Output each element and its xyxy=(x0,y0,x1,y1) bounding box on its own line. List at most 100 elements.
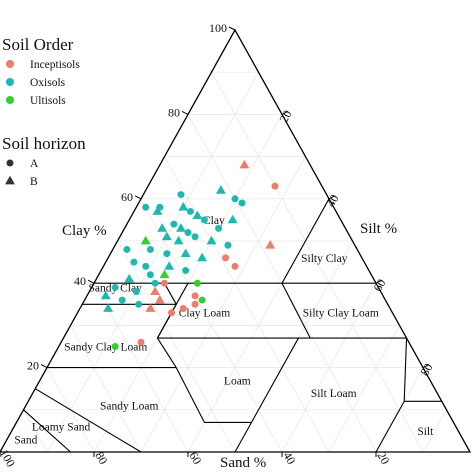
clay-tick-label: 80 xyxy=(168,105,180,119)
class-boundary-line xyxy=(175,367,205,423)
tick-marks xyxy=(0,26,430,457)
data-point-oxisols-a xyxy=(130,258,138,266)
texture-class-label: Clay Loam xyxy=(179,308,230,320)
data-point-oxisols-b xyxy=(152,206,163,215)
grid-line xyxy=(422,409,447,453)
data-point-ultisols-a xyxy=(198,296,206,304)
clay-tick-mark xyxy=(134,195,142,200)
data-point-ultisols-b xyxy=(159,269,170,279)
silt-tick-mark xyxy=(328,195,336,200)
legend-swatch-oxisols xyxy=(6,78,14,86)
ternary-triangle-outline xyxy=(0,28,472,453)
texture-class-label: Sandy Loam xyxy=(100,401,159,413)
legend: Soil Order Inceptisols Oxisols Ultisols So… xyxy=(2,35,86,188)
data-point-oxisols-a xyxy=(146,271,154,279)
grid-line xyxy=(328,325,400,453)
data-point-oxisols-b xyxy=(176,223,186,232)
data-point-oxisols-a xyxy=(177,191,185,199)
data-point-oxisols-a xyxy=(182,267,190,275)
legend-orders: Inceptisols Oxisols Ultisols xyxy=(6,59,80,107)
grid-line xyxy=(164,156,330,453)
legend-swatch-ultisols xyxy=(6,96,14,104)
texture-class-label: Silt xyxy=(417,426,434,438)
class-boundary-line xyxy=(403,338,408,402)
data-point-oxisols-b xyxy=(178,202,189,211)
data-point-oxisols-a xyxy=(238,199,246,207)
class-boundary-line xyxy=(281,198,330,284)
data-point-oxisols-b xyxy=(206,235,217,245)
legend-label-horizon-b: B xyxy=(30,176,38,188)
texture-class-label: Silt Loam xyxy=(311,388,357,400)
data-point-oxisols-a xyxy=(191,233,199,241)
sand-tick-label: 100 xyxy=(0,447,18,470)
data-point-ultisols-b xyxy=(140,235,151,245)
data-point-inceptisols-b xyxy=(145,303,156,312)
data-point-oxisols-b xyxy=(124,273,135,283)
data-point-oxisols-b xyxy=(197,252,208,262)
class-boundary-line xyxy=(34,388,142,453)
data-point-inceptisols-a xyxy=(168,309,176,317)
clay-tick-label: 100 xyxy=(209,21,227,35)
class-boundary-line xyxy=(281,282,311,339)
class-boundary-line xyxy=(234,422,252,453)
data-point-oxisols-a xyxy=(146,245,154,253)
clay-tick-mark xyxy=(40,364,48,369)
data-point-oxisols-a xyxy=(163,250,171,258)
legend-swatch-inceptisols xyxy=(6,60,14,68)
ternary-grid xyxy=(23,71,447,453)
legend-label-ultisols: Ultisols xyxy=(30,95,66,107)
data-point-oxisols-a xyxy=(111,283,119,291)
grid-line xyxy=(46,72,259,453)
texture-class-label: Loamy Sand xyxy=(32,422,91,434)
data-point-oxisols-b xyxy=(157,223,168,232)
legend-horizons: AB xyxy=(5,158,39,188)
data-point-oxisols-a xyxy=(135,300,143,308)
texture-class-label: Silty Clay xyxy=(301,253,348,265)
data-point-oxisols-b xyxy=(173,235,184,245)
data-point-oxisols-b xyxy=(103,303,114,312)
data-point-oxisols-a xyxy=(132,288,140,296)
data-point-oxisols-b xyxy=(192,210,203,220)
data-point-oxisols-b xyxy=(180,248,191,258)
grid-line xyxy=(117,240,236,453)
class-boundary-line xyxy=(164,282,177,305)
data-point-oxisols-a xyxy=(184,229,192,237)
legend-label-oxisols: Oxisols xyxy=(30,77,66,89)
data-point-oxisols-b xyxy=(227,214,238,224)
legend-shape-horizon-b xyxy=(5,175,15,185)
silt-axis-title: Silt % xyxy=(360,221,397,237)
grid-line xyxy=(281,283,377,453)
grid-line xyxy=(23,409,48,453)
data-point-oxisols-a xyxy=(142,203,150,211)
data-point-inceptisols-a xyxy=(271,182,279,190)
silt-tick-mark xyxy=(281,110,289,115)
legend-shape-horizon-a xyxy=(6,159,14,167)
data-point-inceptisols-a xyxy=(137,338,145,346)
data-point-ultisols-a xyxy=(111,343,119,350)
data-point-oxisols-a xyxy=(142,262,150,270)
clay-tick-label: 20 xyxy=(27,359,39,373)
data-point-inceptisols-b xyxy=(239,159,250,169)
legend-horizon-title: Soil horizon xyxy=(2,134,86,153)
class-boundary-line xyxy=(156,337,177,368)
data-point-ultisols-a xyxy=(193,279,201,287)
data-point-inceptisols-a xyxy=(231,262,239,270)
texture-class-label: Sand xyxy=(14,434,37,446)
data-point-oxisols-a xyxy=(215,224,223,232)
class-boundary-line xyxy=(23,409,71,453)
data-point-oxisols-a xyxy=(231,195,239,203)
silt-tick-mark xyxy=(375,279,383,284)
class-boundary-line xyxy=(156,304,177,339)
data-point-oxisols-b xyxy=(215,185,226,194)
grid-line xyxy=(211,72,424,453)
clay-tick-mark xyxy=(228,26,236,31)
texture-class-label: Silty Clay Loam xyxy=(303,308,379,320)
data-points xyxy=(100,159,279,350)
data-point-inceptisols-a xyxy=(191,292,199,300)
data-point-inceptisols-a xyxy=(179,305,187,313)
grid-line xyxy=(70,325,142,453)
data-point-oxisols-b xyxy=(100,290,111,300)
